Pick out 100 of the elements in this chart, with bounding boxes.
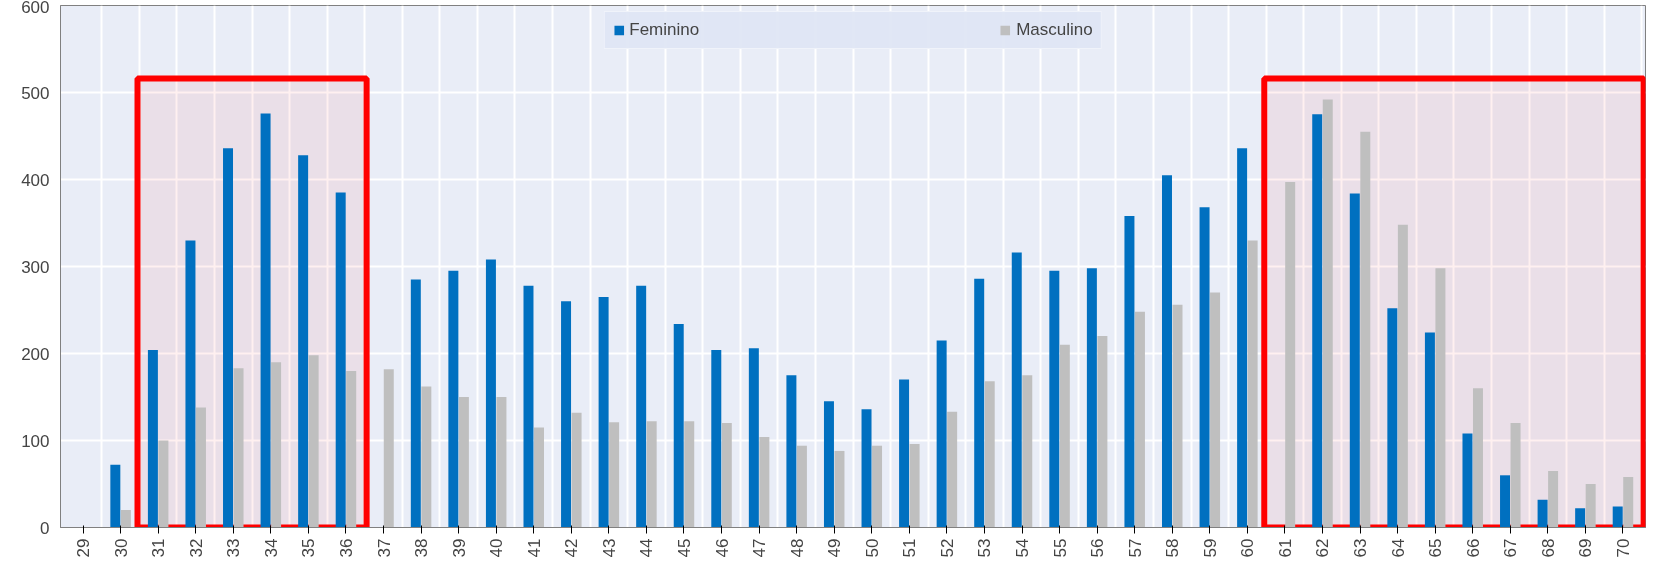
x-tick-label: 50 (862, 538, 882, 558)
bar (195, 407, 206, 528)
x-tick-label: 56 (1088, 538, 1108, 558)
x-tick-label: 69 (1576, 538, 1596, 558)
bar (834, 450, 845, 528)
bar (223, 148, 234, 528)
bar (448, 270, 459, 528)
bar (1285, 182, 1296, 528)
x-tick-label: 39 (449, 538, 469, 558)
x-tick-label: 33 (224, 538, 244, 558)
x-tick-label: 46 (712, 538, 732, 558)
bar (346, 370, 357, 528)
x-tick-label: 67 (1501, 538, 1521, 558)
x-tick-label: 30 (111, 538, 131, 558)
bar (523, 285, 534, 528)
bar (984, 381, 995, 528)
x-tick-label: 66 (1463, 538, 1483, 558)
bar (598, 296, 609, 528)
bar (185, 240, 196, 528)
x-tick-label: 51 (900, 538, 920, 558)
bar (335, 192, 346, 528)
bar (673, 323, 684, 528)
bar (1397, 224, 1408, 528)
x-tick-label: 64 (1388, 538, 1408, 558)
bar (1097, 336, 1108, 528)
bar (1322, 99, 1333, 528)
x-tick-label: 54 (1013, 538, 1033, 558)
bar (823, 401, 834, 528)
bar (684, 421, 695, 528)
bar (711, 350, 722, 528)
y-tick-label: 400 (21, 170, 50, 190)
x-tick-label: 37 (374, 538, 394, 558)
bar (120, 510, 131, 528)
bar (646, 421, 657, 528)
x-tick-label: 58 (1163, 538, 1183, 558)
bar (308, 355, 319, 528)
x-tick-label: 45 (674, 538, 694, 558)
y-tick-label: 200 (21, 344, 50, 364)
bar (1237, 148, 1248, 528)
legend-label: Masculino (1016, 20, 1093, 40)
bar (1124, 216, 1135, 528)
bar (561, 301, 572, 528)
y-tick-label: 300 (21, 257, 50, 277)
bar (1462, 433, 1473, 528)
x-tick-label: 48 (787, 538, 807, 558)
bar (1360, 131, 1371, 528)
x-tick-label: 29 (74, 538, 94, 558)
bar (872, 445, 883, 528)
bar (496, 397, 507, 528)
x-tick-label: 70 (1613, 538, 1633, 558)
bar (1022, 375, 1033, 528)
x-tick-label: 49 (825, 538, 845, 558)
x-tick-label: 31 (149, 538, 169, 558)
bar (861, 409, 872, 528)
bar (110, 464, 121, 528)
x-tick-label: 47 (750, 538, 770, 558)
bar (759, 437, 770, 528)
bar (1435, 268, 1446, 528)
y-tick-label: 100 (21, 431, 50, 451)
x-tick-label: 40 (487, 538, 507, 558)
bar (147, 350, 158, 528)
bar (1134, 311, 1145, 528)
bar (1548, 470, 1559, 528)
bar (233, 368, 244, 528)
bar (1585, 484, 1596, 528)
x-tick-label: 53 (975, 538, 995, 558)
bar (1199, 207, 1210, 528)
bar (1349, 193, 1360, 528)
y-tick-label: 600 (21, 0, 50, 17)
bar (1247, 240, 1258, 528)
bar (1623, 477, 1634, 528)
bar (636, 285, 647, 528)
y-tick-label: 500 (21, 83, 50, 103)
x-tick-label: 35 (299, 538, 319, 558)
bar (158, 440, 169, 528)
bar (271, 362, 282, 528)
x-tick-label: 60 (1238, 538, 1258, 558)
bar (1210, 292, 1221, 528)
bar (383, 369, 394, 528)
bar (974, 278, 985, 528)
bar (298, 155, 309, 528)
bar (947, 411, 958, 528)
x-tick-label: 68 (1538, 538, 1558, 558)
bar (786, 375, 797, 528)
bar (1500, 475, 1511, 528)
bar (260, 113, 271, 528)
x-tick-label: 38 (412, 538, 432, 558)
legend-label: Feminino (629, 20, 700, 40)
bar (1059, 344, 1070, 528)
bar (796, 445, 807, 528)
x-tick-label: 42 (562, 538, 582, 558)
bar (936, 340, 947, 528)
bar (1162, 175, 1172, 528)
bar (1612, 506, 1623, 528)
bar (421, 386, 432, 528)
bar (609, 422, 620, 528)
bar (1049, 270, 1060, 528)
bar (1575, 508, 1586, 528)
bar (571, 412, 582, 528)
bar (1387, 308, 1398, 528)
